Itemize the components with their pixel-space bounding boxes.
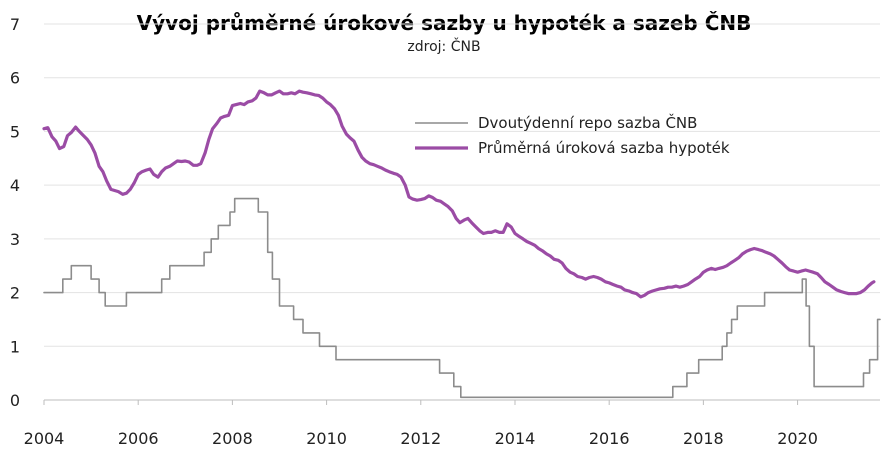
legend-label-1: Průměrná úroková sazba hypoték: [478, 139, 730, 157]
x-tick-label: 2020: [777, 429, 818, 448]
x-axis-ticks: 2004 2006 2008 2010 2012 2014 2016 2018 2020: [24, 400, 818, 448]
series-line-0: [43, 197, 881, 399]
y-tick-label: 4: [10, 176, 20, 195]
x-tick-label: 2016: [589, 429, 630, 448]
x-tick-label: 2006: [118, 429, 159, 448]
chart-title: Vývoj průměrné úrokové sazby u hypoték a…: [137, 11, 752, 35]
y-tick-label: 1: [10, 337, 20, 356]
legend: Dvoutýdenní repo sazba ČNB Průměrná úroko…: [415, 113, 730, 157]
y-tick-label: 5: [10, 122, 20, 141]
series-layer: [42, 89, 881, 399]
x-tick-label: 2004: [24, 429, 65, 448]
x-tick-label: 2018: [683, 429, 724, 448]
y-tick-label: 3: [10, 230, 20, 249]
y-tick-label: 6: [10, 69, 20, 88]
x-tick-label: 2014: [495, 429, 536, 448]
y-tick-label: 2: [10, 284, 20, 303]
x-tick-label: 2012: [400, 429, 441, 448]
series-line-1: [42, 89, 876, 299]
y-tick-label: 0: [10, 391, 20, 410]
chart-subtitle: zdroj: ČNB: [407, 37, 480, 55]
x-tick-label: 2008: [212, 429, 253, 448]
y-tick-label: 7: [10, 15, 20, 34]
y-axis-ticks: 0 1 2 3 4 5 6 7: [10, 15, 20, 410]
grid: [44, 23, 880, 401]
x-tick-label: 2010: [306, 429, 347, 448]
legend-label-0: Dvoutýdenní repo sazba ČNB: [478, 113, 697, 132]
